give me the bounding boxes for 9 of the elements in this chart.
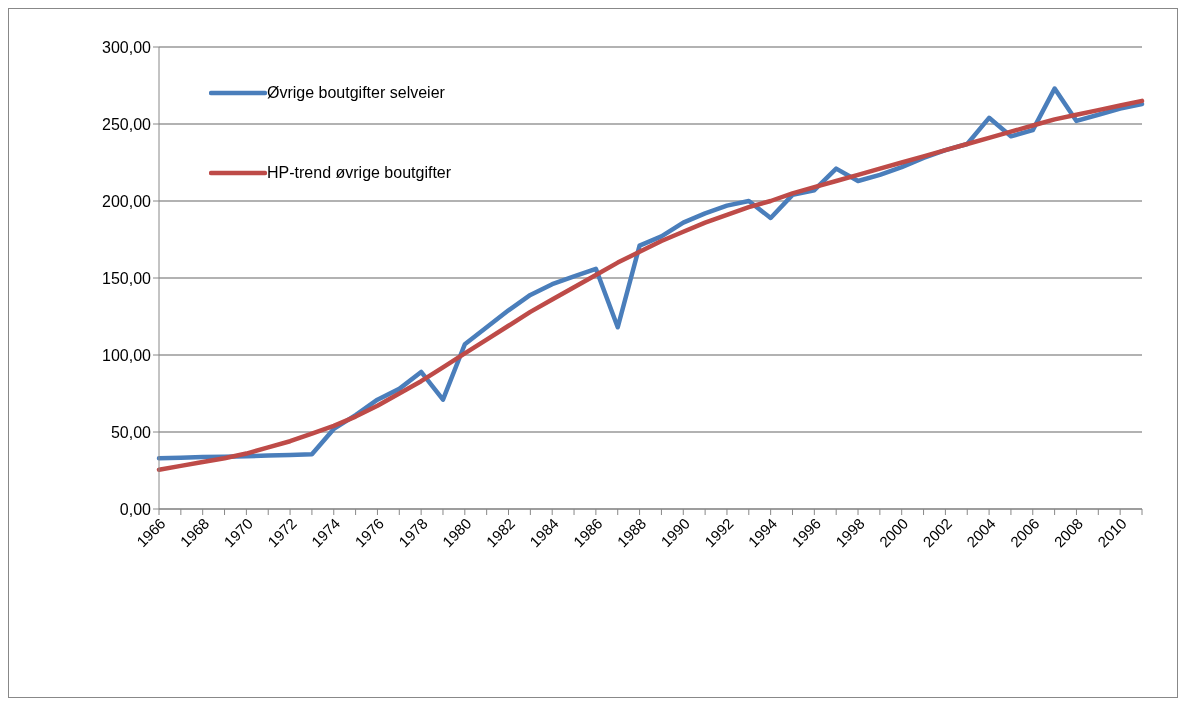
y-tick-label: 50,00	[110, 423, 152, 441]
y-tick-label: 0,00	[119, 500, 152, 518]
y-tick-label: 100,00	[102, 346, 152, 364]
y-tick-label: 150,00	[102, 269, 152, 287]
legend-label: HP-trend øvrige boutgifter	[267, 164, 452, 182]
y-tick-label: 300,00	[102, 38, 152, 56]
y-tick-label: 200,00	[102, 192, 152, 210]
legend-label: Øvrige boutgifter selveier	[267, 84, 445, 102]
y-tick-label: 250,00	[102, 115, 152, 133]
